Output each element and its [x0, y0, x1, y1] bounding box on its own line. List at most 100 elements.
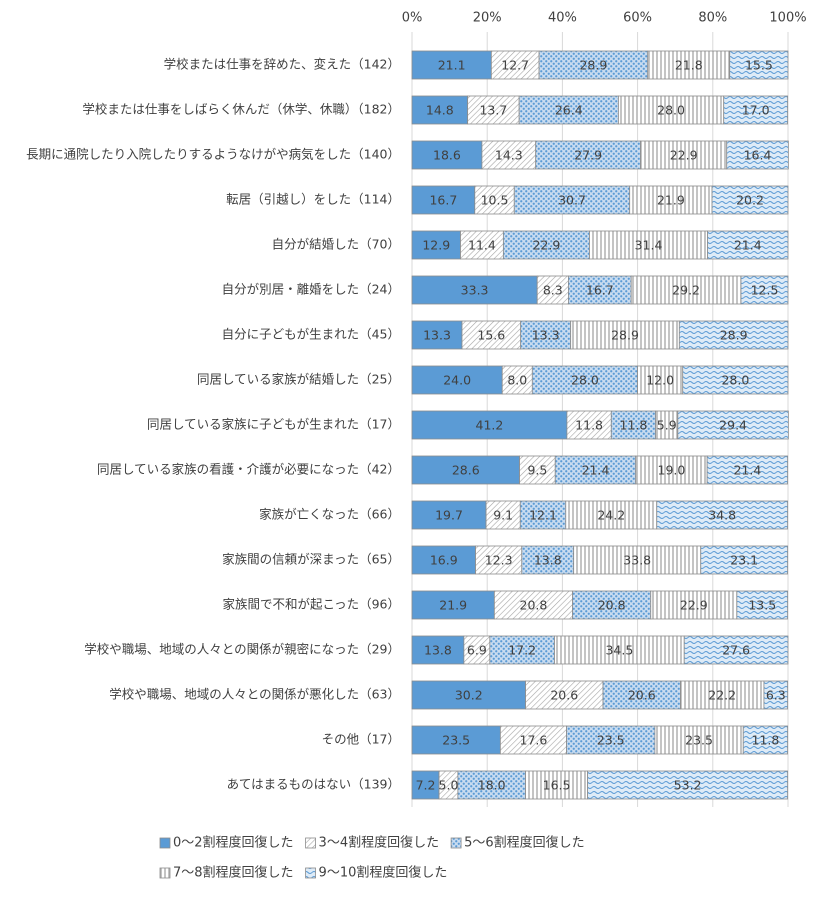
bar-segment: [566, 725, 656, 755]
bar-segment: [683, 635, 789, 665]
bar-segment: [678, 320, 789, 350]
legend-swatch: [159, 837, 171, 849]
value-label: 16.9: [430, 553, 458, 568]
bar-segment: [565, 500, 658, 530]
bar-segment: [707, 230, 789, 260]
bar-segment: [411, 140, 483, 170]
bar-segment: [700, 545, 789, 575]
value-label: 28.9: [579, 58, 607, 73]
bar-segment: [493, 590, 573, 620]
legend-swatch: [305, 837, 316, 849]
bar-segment: [519, 455, 556, 485]
bar-segment: [566, 410, 612, 440]
value-label: 15.5: [745, 58, 773, 73]
bar-segment: [650, 590, 738, 620]
value-label: 28.9: [720, 328, 748, 343]
value-label: 9.5: [527, 463, 547, 478]
bar-segment: [499, 725, 567, 755]
value-label: 31.4: [635, 238, 663, 253]
bar-segment: [485, 500, 521, 530]
value-label: 17.6: [520, 733, 548, 748]
value-label: 11.4: [468, 238, 496, 253]
value-label: 13.8: [424, 643, 452, 658]
value-label: 17.2: [508, 643, 536, 658]
bar-segment: [589, 230, 708, 260]
bar-segment: [461, 320, 522, 350]
value-label: 16.5: [543, 778, 571, 793]
value-label: 26.4: [555, 103, 583, 118]
value-label: 19.7: [435, 508, 463, 523]
bar-segment: [587, 770, 789, 800]
legend-swatch: [305, 867, 316, 879]
value-label: 20.8: [520, 598, 548, 613]
x-tick-label: 100%: [769, 11, 806, 26]
value-label: 8.0: [507, 373, 527, 388]
value-label: 10.5: [481, 193, 509, 208]
category-label: 長期に通院したり入院したりするようなけがや病気をした（140）: [26, 147, 400, 162]
value-label: 21.4: [733, 463, 761, 478]
value-label: 20.8: [598, 598, 626, 613]
value-label: 20.2: [736, 193, 764, 208]
value-label: 23.5: [597, 733, 625, 748]
value-label: 28.0: [571, 373, 599, 388]
bar-segment: [475, 545, 523, 575]
category-label: 学校や職場、地域の人々との関係が親密になった（29）: [84, 642, 400, 657]
category-label: 家族間で不和が起こった（96）: [222, 597, 400, 612]
value-label: 12.1: [529, 508, 557, 523]
value-label: 13.3: [532, 328, 560, 343]
bar-segment: [520, 320, 572, 350]
bar-segment: [411, 365, 503, 395]
value-label: 33.8: [623, 553, 651, 568]
category-label: 自分が結婚した（70）: [272, 237, 400, 252]
value-label: 21.4: [582, 463, 610, 478]
value-label: 22.2: [708, 688, 736, 703]
value-label: 5.0: [439, 778, 459, 793]
legend-label: 0～2割程度回復した: [173, 835, 294, 851]
bar-segment: [618, 95, 725, 125]
bar-segment: [654, 725, 744, 755]
legend-label: 3～4割程度回復した: [319, 835, 440, 851]
bar-segment: [467, 95, 520, 125]
value-label: 6.3: [766, 688, 786, 703]
bar-segment: [554, 635, 685, 665]
bar-segment: [554, 455, 637, 485]
value-label: 22.9: [532, 238, 560, 253]
bar-segment: [411, 275, 538, 305]
value-label: 13.8: [534, 553, 562, 568]
legend-label: 5～6割程度回復した: [464, 835, 585, 851]
value-label: 23.5: [442, 733, 470, 748]
value-label: 22.9: [670, 148, 698, 163]
value-label: 6.9: [467, 643, 487, 658]
value-label: 18.6: [433, 148, 461, 163]
bar-segment: [763, 680, 789, 710]
category-label: 同居している家族が結婚した（25）: [197, 372, 400, 387]
bar-segment: [518, 95, 619, 125]
value-label: 16.7: [429, 193, 457, 208]
value-label: 11.8: [752, 733, 780, 748]
value-label: 20.6: [628, 688, 656, 703]
value-label: 16.7: [586, 283, 614, 298]
bar-segment: [474, 185, 515, 215]
bar-segment: [411, 230, 461, 260]
value-label: 13.3: [423, 328, 451, 343]
category-label: 同居している家族に子どもが生まれた（17）: [147, 417, 400, 432]
value-label: 34.5: [605, 643, 633, 658]
value-label: 53.2: [674, 778, 702, 793]
value-label: 5.9: [657, 418, 677, 433]
bar-segment: [635, 455, 708, 485]
value-label: 14.8: [426, 103, 454, 118]
bar-segment: [723, 95, 789, 125]
bar-segment: [519, 500, 567, 530]
bar-segment: [411, 410, 568, 440]
value-label: 9.1: [493, 508, 513, 523]
bar-segment: [411, 95, 469, 125]
value-label: 11.8: [620, 418, 648, 433]
value-label: 15.6: [477, 328, 505, 343]
value-label: 29.2: [672, 283, 700, 298]
bar-segment: [463, 635, 491, 665]
value-label: 29.4: [719, 418, 747, 433]
bar-segment: [680, 680, 765, 710]
value-label: 33.3: [461, 283, 489, 298]
